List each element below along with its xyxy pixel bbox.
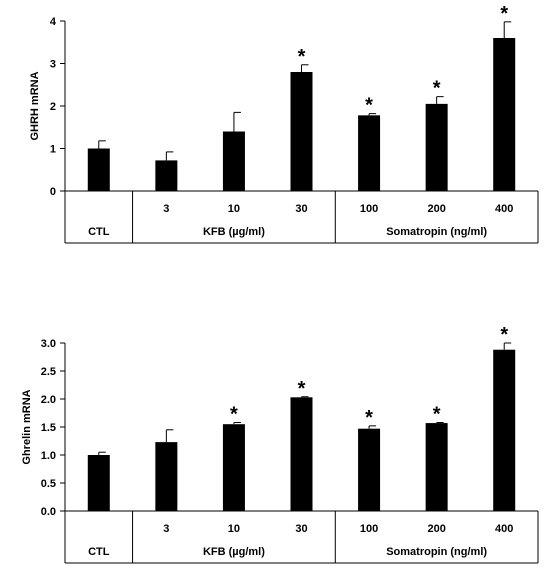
significance-star: * [433, 78, 441, 100]
x-tick-label: 400 [495, 203, 513, 215]
y-tick-label: 3.0 [41, 338, 56, 350]
bar [290, 72, 313, 191]
y-tick-label: 4 [50, 16, 57, 28]
x-tick-label: 30 [295, 203, 307, 215]
y-tick-label: 2.5 [41, 366, 56, 378]
group-label: KFB (µg/ml) [203, 226, 265, 238]
significance-star: * [500, 324, 508, 346]
y-tick-label: 2 [50, 101, 56, 113]
bar [425, 103, 448, 191]
bar [222, 131, 245, 191]
x-tick-label: 200 [427, 523, 445, 535]
bar [493, 38, 516, 191]
y-axis-label: Ghrelin mRNA [21, 389, 33, 464]
bar [87, 455, 110, 511]
group-label: CTL [88, 226, 110, 238]
x-tick-label: 10 [228, 523, 240, 535]
y-tick-label: 2.0 [41, 394, 56, 406]
bar [358, 428, 381, 511]
bar [87, 148, 110, 191]
x-tick-label: 100 [360, 523, 378, 535]
significance-star: * [433, 404, 441, 426]
chart-2: 0.0 0.5 1.0 1.5 2.0 2.5 3.0 Ghrelin mRNA * * * * * CT… [21, 324, 539, 564]
y-tick-label: 0.0 [41, 506, 56, 518]
x-tick-label: 10 [228, 203, 240, 215]
significance-star: * [365, 95, 373, 117]
x-tick-label: 30 [295, 523, 307, 535]
significance-star: * [298, 46, 306, 68]
significance-star: * [365, 407, 373, 429]
significance-star: * [298, 378, 306, 400]
bar [358, 115, 381, 191]
y-axis-label: GHRH mRNA [29, 71, 41, 140]
x-tick-label: 3 [163, 203, 169, 215]
bar [222, 424, 245, 511]
bar [493, 349, 516, 511]
chart-1: 0 1 2 3 4 GHRH mRNA * * * * CTL KFB (µg/ml) Somatrop… [29, 3, 539, 244]
x-tick-label: 200 [427, 203, 445, 215]
bar [155, 442, 178, 511]
x-tick-label: 3 [163, 523, 169, 535]
group-label: Somatropin (ng/ml) [386, 546, 487, 558]
y-tick-label: 1 [50, 144, 56, 156]
bar [155, 160, 178, 191]
y-tick-label: 3 [50, 59, 56, 71]
y-tick-label: 1.5 [41, 422, 56, 434]
significance-star: * [500, 3, 508, 25]
y-tick-label: 0 [50, 186, 56, 198]
significance-star: * [230, 404, 238, 426]
y-tick-label: 1.0 [41, 450, 56, 462]
bar [290, 397, 313, 511]
group-label: CTL [88, 546, 110, 558]
group-label: Somatropin (ng/ml) [386, 226, 487, 238]
bar [425, 423, 448, 511]
x-tick-label: 100 [360, 203, 378, 215]
group-label: KFB (µg/ml) [203, 546, 265, 558]
x-tick-label: 400 [495, 523, 513, 535]
y-tick-label: 0.5 [41, 478, 56, 490]
